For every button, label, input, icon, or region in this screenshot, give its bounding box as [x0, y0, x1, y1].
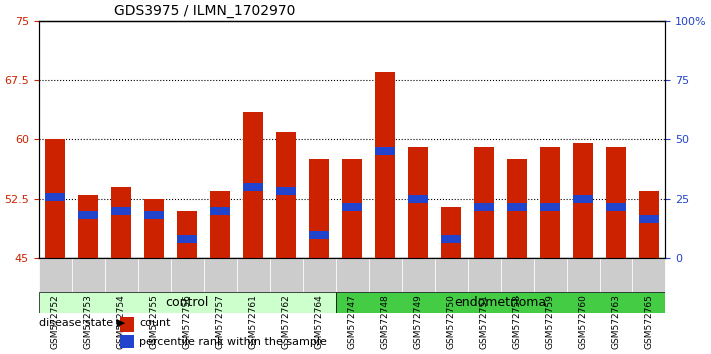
Bar	[639, 191, 659, 258]
Bar	[78, 211, 98, 219]
Bar	[606, 203, 626, 211]
Bar	[78, 195, 98, 258]
Text: GSM572755: GSM572755	[149, 294, 159, 349]
Text: GSM572749: GSM572749	[414, 294, 422, 349]
Bar	[111, 187, 131, 258]
Text: disease state ▶: disease state ▶	[38, 318, 124, 327]
Bar	[144, 199, 164, 258]
Text: GSM572762: GSM572762	[282, 294, 291, 349]
Text: GSM572760: GSM572760	[579, 294, 587, 349]
Bar	[599, 258, 633, 292]
Bar	[203, 258, 237, 292]
Bar	[474, 147, 494, 258]
Text: GSM572764: GSM572764	[314, 294, 324, 349]
Bar	[474, 203, 494, 211]
Text: control: control	[166, 296, 209, 309]
Bar	[408, 195, 428, 203]
Text: GSM572748: GSM572748	[380, 294, 390, 349]
Bar	[336, 258, 368, 292]
Bar	[243, 183, 263, 191]
Bar	[210, 207, 230, 215]
Bar	[276, 132, 296, 258]
Bar	[573, 143, 593, 258]
Text: GSM572763: GSM572763	[611, 294, 621, 349]
Bar	[111, 207, 131, 215]
Text: GSM572747: GSM572747	[348, 294, 356, 349]
Text: GSM572751: GSM572751	[479, 294, 488, 349]
Bar	[303, 258, 336, 292]
Text: GSM572765: GSM572765	[644, 294, 653, 349]
Text: GSM572759: GSM572759	[545, 294, 555, 349]
Bar	[507, 203, 527, 211]
Bar	[507, 159, 527, 258]
Text: GSM572752: GSM572752	[50, 294, 60, 349]
Bar	[72, 258, 105, 292]
Bar	[38, 258, 72, 292]
Bar	[606, 147, 626, 258]
Bar	[46, 193, 65, 200]
Bar	[336, 292, 665, 313]
Bar	[368, 258, 402, 292]
Bar	[375, 72, 395, 258]
Text: GSM572757: GSM572757	[215, 294, 225, 349]
Bar	[408, 147, 428, 258]
Bar	[540, 147, 560, 258]
Text: GSM572758: GSM572758	[513, 294, 522, 349]
Bar	[105, 258, 138, 292]
Bar	[533, 258, 567, 292]
Bar	[468, 258, 501, 292]
Bar	[177, 211, 197, 258]
Bar	[38, 292, 336, 313]
Bar	[375, 147, 395, 155]
Text: GSM572753: GSM572753	[84, 294, 92, 349]
Bar	[120, 335, 134, 348]
Bar	[441, 235, 461, 242]
Bar	[540, 203, 560, 211]
Bar	[434, 258, 468, 292]
Text: GSM572754: GSM572754	[117, 294, 126, 349]
Text: GSM572750: GSM572750	[447, 294, 456, 349]
Text: GDS3975 / ILMN_1702970: GDS3975 / ILMN_1702970	[114, 4, 295, 18]
Bar	[144, 211, 164, 219]
Bar	[309, 159, 329, 258]
Bar	[120, 317, 134, 332]
Text: count: count	[139, 319, 171, 329]
Text: endometrioma: endometrioma	[454, 296, 547, 309]
Bar	[402, 258, 434, 292]
Bar	[171, 258, 203, 292]
Text: percentile rank within the sample: percentile rank within the sample	[139, 337, 327, 347]
Bar	[138, 258, 171, 292]
Bar	[243, 112, 263, 258]
Text: GSM572761: GSM572761	[249, 294, 257, 349]
Bar	[177, 235, 197, 242]
Bar	[441, 207, 461, 258]
Bar	[342, 203, 362, 211]
Bar	[269, 258, 303, 292]
Bar	[237, 258, 269, 292]
Bar	[501, 258, 533, 292]
Bar	[342, 159, 362, 258]
Bar	[639, 215, 659, 223]
Bar	[210, 191, 230, 258]
Text: GSM572756: GSM572756	[183, 294, 191, 349]
Bar	[573, 195, 593, 203]
Bar	[633, 258, 665, 292]
Bar	[309, 231, 329, 239]
Bar	[276, 187, 296, 195]
Bar	[46, 139, 65, 258]
Bar	[567, 258, 599, 292]
